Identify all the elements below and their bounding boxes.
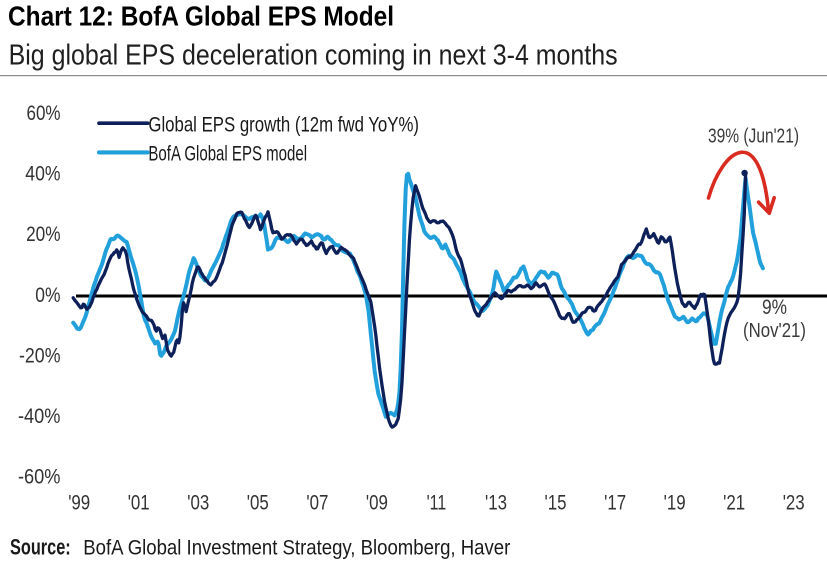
svg-text:'21: '21 xyxy=(723,492,745,515)
svg-text:'15: '15 xyxy=(545,492,567,515)
svg-text:'07: '07 xyxy=(306,492,328,515)
svg-text:BofA Global Investment Strateg: BofA Global Investment Strategy, Bloombe… xyxy=(83,537,510,560)
svg-text:'19: '19 xyxy=(664,492,686,515)
svg-text:'13: '13 xyxy=(485,492,507,515)
svg-text:'03: '03 xyxy=(187,492,209,515)
svg-text:'23: '23 xyxy=(783,492,805,515)
svg-text:60%: 60% xyxy=(27,102,61,125)
svg-text:Chart 12: BofA Global EPS Mode: Chart 12: BofA Global EPS Model xyxy=(8,0,394,31)
svg-text:40%: 40% xyxy=(25,163,60,186)
svg-text:Global EPS growth (12m fwd YoY: Global EPS growth (12m fwd YoY%) xyxy=(148,113,419,136)
svg-text:'01: '01 xyxy=(128,492,150,515)
svg-text:9%: 9% xyxy=(762,296,787,319)
svg-text:BofA Global EPS model: BofA Global EPS model xyxy=(148,143,307,166)
svg-text:Big global EPS deceleration co: Big global EPS deceleration coming in ne… xyxy=(9,40,618,72)
svg-text:'17: '17 xyxy=(604,492,626,515)
svg-text:-60%: -60% xyxy=(18,466,61,489)
svg-text:39% (Jun'21): 39% (Jun'21) xyxy=(708,126,799,148)
svg-text:'99: '99 xyxy=(68,492,90,515)
svg-text:-40%: -40% xyxy=(18,405,61,428)
svg-text:Source:: Source: xyxy=(10,535,71,560)
svg-text:0%: 0% xyxy=(35,284,60,307)
svg-text:20%: 20% xyxy=(26,223,60,246)
svg-text:(Nov'21): (Nov'21) xyxy=(743,320,806,342)
svg-text:'05: '05 xyxy=(247,492,269,515)
svg-text:-20%: -20% xyxy=(19,344,61,367)
svg-text:'09: '09 xyxy=(366,492,388,515)
svg-text:'11: '11 xyxy=(427,492,447,515)
